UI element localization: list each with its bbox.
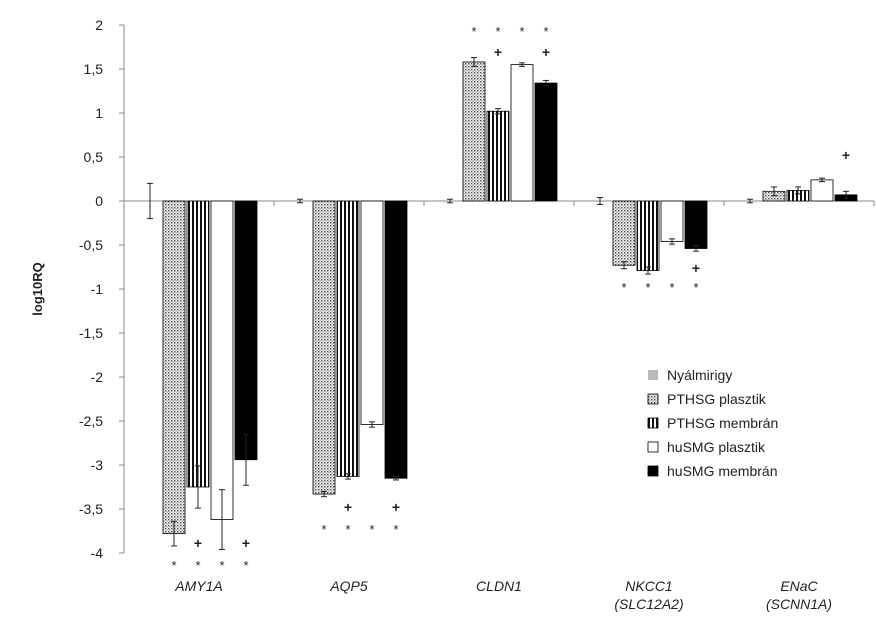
asterisk-marker: * [195,558,200,573]
asterisk-marker: * [669,280,674,295]
x-category-sublabel: (SLC12A2) [614,596,683,612]
asterisk-marker: * [519,24,524,39]
bar [486,110,510,202]
legend-label: Nyálmirigy [667,367,732,383]
legend-label: PTHSG plasztik [667,391,767,407]
asterisk-marker: * [243,558,248,573]
plus-marker: + [344,499,352,515]
y-tick-label: -1 [91,281,104,297]
plus-marker: + [392,499,400,515]
y-tick-label: -2,5 [79,413,103,429]
y-tick-label: -2 [91,369,104,385]
bar [660,200,684,242]
y-axis-title: log10RQ [30,262,45,315]
asterisk-marker: * [471,24,476,39]
x-category-label: ENaC [780,578,818,594]
y-tick-label: 0 [95,193,103,209]
y-tick-label: 1 [95,105,103,121]
bar [186,200,210,488]
bar [234,200,258,461]
y-tick-label: -3,5 [79,501,103,517]
y-tick-label: 2 [95,17,103,33]
asterisk-marker: * [219,558,224,573]
legend-swatch [647,441,659,453]
asterisk-marker: * [645,280,650,295]
x-category-label: AMY1A [174,578,222,594]
legend-swatch [647,393,659,405]
bar [384,200,408,479]
x-category-sublabel: (SCNN1A) [766,596,832,612]
axis-labels: log10RQ AMY1A AQP5 CLDN1 NKCC1 (SLC12A2) ENaC (… [30,262,832,612]
y-tick-label: -4 [91,545,104,561]
error-bars [147,57,849,550]
asterisk-marker: * [321,522,326,537]
asterisk-marker: * [495,24,500,39]
y-tick-label: -1,5 [79,325,103,341]
legend-label: PTHSG membrán [667,415,778,431]
bar [810,179,834,202]
legend-swatch [647,465,659,477]
bar [312,200,336,495]
bar [336,200,360,477]
x-category-label: CLDN1 [476,578,522,594]
x-category-label: NKCC1 [625,578,672,594]
y-tick-label: 0,5 [84,149,104,165]
bar [636,200,660,271]
plus-marker: + [692,260,700,276]
asterisk-marker: * [171,558,176,573]
asterisk-marker: * [393,522,398,537]
bar [162,200,186,535]
legend-swatch [647,417,659,429]
asterisk-marker: * [543,24,548,39]
significance-markers: * * + * * + * * + * * + * * + * * + * * * * + + [171,24,850,573]
bar [360,200,384,425]
plus-marker: + [542,44,550,60]
plus-marker: + [842,147,850,163]
bar [684,200,708,249]
y-tick-label: 1,5 [84,61,104,77]
legend: Nyálmirigy PTHSG plasztik PTHSG membrán huS… [647,367,778,479]
legend-label: huSMG plasztik [667,439,766,455]
bar [462,61,486,202]
plus-marker: + [194,535,202,551]
y-tick-label: -0,5 [79,237,103,253]
plus-marker: + [494,44,502,60]
plus-marker: + [242,535,250,551]
asterisk-marker: * [369,522,374,537]
bar [612,200,636,266]
y-tick-label: -3 [91,457,104,473]
asterisk-marker: * [621,280,626,295]
legend-swatch [648,370,658,380]
bar [210,200,234,520]
bar [510,64,534,202]
asterisk-marker: * [693,280,698,295]
legend-label: huSMG membrán [667,463,777,479]
asterisk-marker: * [345,522,350,537]
x-category-label: AQP5 [329,578,368,594]
bar [534,82,558,202]
